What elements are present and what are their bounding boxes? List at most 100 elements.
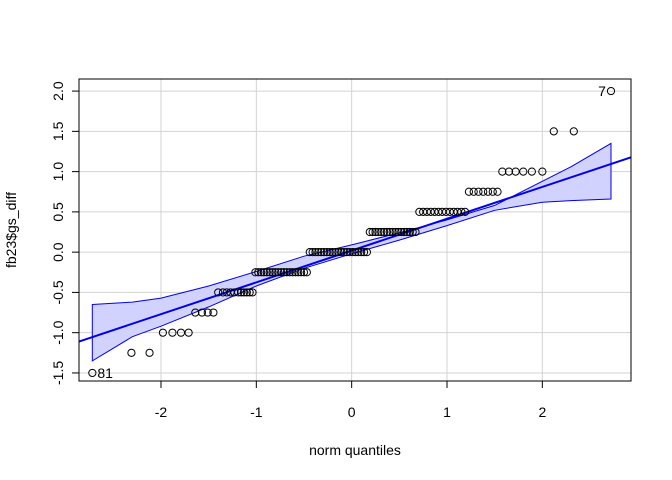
- y-tick-label: 0.0: [50, 242, 66, 262]
- data-point: [498, 167, 507, 176]
- data-point: [325, 248, 334, 257]
- data-point: [319, 248, 329, 257]
- data-point: [328, 248, 337, 257]
- data-point: [457, 207, 466, 216]
- data-point: [379, 227, 389, 237]
- data-point: [259, 268, 269, 277]
- point-labels: 81 7: [97, 83, 606, 381]
- data-point: [251, 268, 260, 277]
- data-point: [365, 227, 374, 237]
- y-tick-label: 1.5: [50, 121, 66, 141]
- data-point: [127, 348, 136, 357]
- point-label: 7: [598, 83, 606, 99]
- y-tick-label: -1.0: [50, 320, 66, 344]
- data-point: [184, 328, 193, 337]
- data-point: [397, 227, 406, 237]
- data-point: [469, 187, 478, 196]
- data-point: [262, 268, 271, 277]
- data-point: [271, 268, 280, 277]
- data-point: [391, 227, 400, 237]
- data-point: [504, 167, 514, 176]
- data-point: [291, 268, 300, 277]
- data-point: [339, 248, 349, 257]
- data-point: [308, 248, 317, 257]
- data-point: [279, 268, 289, 277]
- data-point: [314, 248, 323, 257]
- y-tick-label: -0.5: [50, 280, 66, 304]
- y-axis-title: fb23$gs_diff: [3, 192, 19, 268]
- data-point: [256, 268, 266, 277]
- data-point: [191, 308, 200, 317]
- data-point: [203, 308, 212, 317]
- data-point: [362, 248, 372, 257]
- data-point: [408, 227, 417, 237]
- data-point: [351, 248, 360, 257]
- data-point: [377, 227, 386, 237]
- data-point: [337, 248, 346, 257]
- y-tick-label: 0.5: [50, 202, 66, 222]
- data-point: [483, 187, 493, 196]
- data-point: [209, 308, 218, 317]
- data-point: [158, 328, 167, 337]
- data-point: [274, 268, 283, 277]
- data-point: [282, 268, 291, 277]
- axes: -2 -1 0 1 2 -1.5 -1.0 -0.5 0.0 0.5 1.0 1.5 2.0: [50, 81, 546, 420]
- data-point: [488, 187, 497, 196]
- data-point: [297, 268, 306, 277]
- data-point: [411, 227, 420, 237]
- data-point: [334, 248, 343, 257]
- data-point: [268, 268, 277, 277]
- data-point: [245, 288, 254, 297]
- data-point: [230, 288, 239, 297]
- data-point: [402, 227, 412, 237]
- data-point: [388, 227, 397, 237]
- data-point: [371, 227, 380, 237]
- data-point: [265, 268, 274, 277]
- data-point: [305, 248, 314, 257]
- data-point: [234, 288, 243, 297]
- y-tick-label: -1.5: [50, 361, 66, 385]
- data-point: [374, 227, 383, 237]
- data-point: [277, 268, 286, 277]
- data-point: [479, 187, 488, 196]
- data-point: [569, 127, 578, 136]
- x-tick-label: 1: [443, 404, 451, 420]
- data-point: [527, 167, 536, 176]
- x-tick-label: 0: [348, 404, 356, 420]
- data-point: [254, 268, 263, 277]
- data-point: [405, 227, 414, 237]
- data-points: [88, 86, 616, 378]
- data-point: [242, 288, 251, 297]
- data-point: [248, 288, 257, 297]
- data-point: [302, 268, 311, 277]
- x-axis-title: norm quantiles: [309, 442, 401, 458]
- data-point: [236, 288, 246, 297]
- data-point: [464, 187, 474, 196]
- data-point: [382, 227, 392, 237]
- data-point: [214, 288, 223, 297]
- data-point: [354, 248, 363, 257]
- data-point: [474, 187, 483, 196]
- data-point: [294, 268, 303, 277]
- data-point: [493, 187, 502, 196]
- data-point: [549, 127, 558, 136]
- data-point: [145, 348, 154, 357]
- x-tick-label: 2: [538, 404, 546, 420]
- data-point: [299, 268, 309, 277]
- data-point: [168, 328, 177, 337]
- data-point: [288, 268, 297, 277]
- data-point: [394, 227, 403, 237]
- y-tick-label: 1.0: [50, 162, 66, 182]
- data-point: [317, 248, 326, 257]
- data-point: [385, 227, 394, 237]
- data-point: [342, 248, 351, 257]
- data-point: [348, 248, 357, 257]
- data-point: [331, 248, 340, 257]
- data-point: [88, 368, 97, 378]
- data-point: [461, 207, 470, 216]
- data-point: [285, 268, 294, 277]
- data-point: [357, 248, 366, 257]
- x-tick-label: -1: [250, 404, 263, 420]
- y-tick-label: 2.0: [50, 81, 66, 101]
